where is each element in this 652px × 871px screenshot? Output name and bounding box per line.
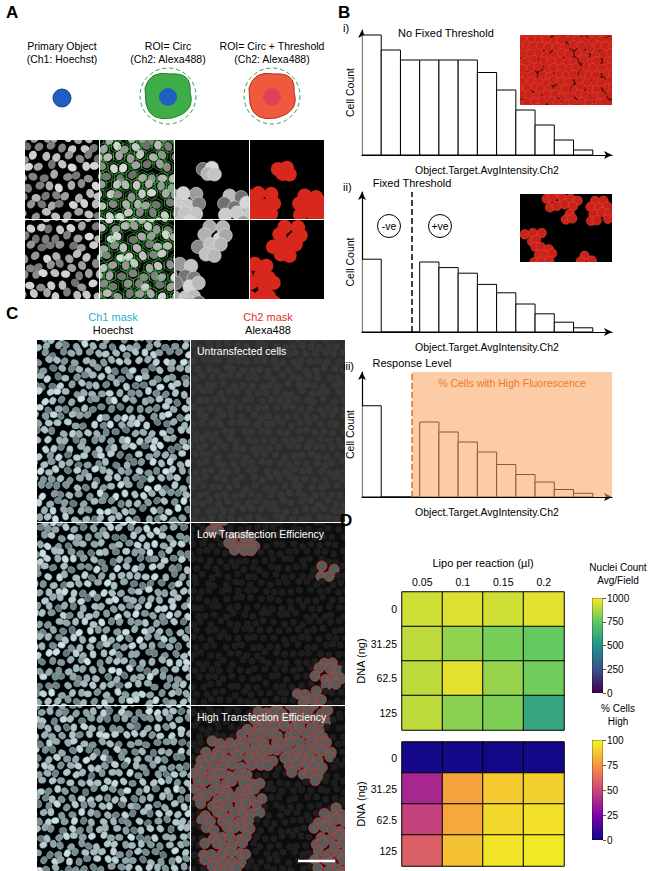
html-text:-ve: -ve xyxy=(381,220,397,232)
html-text:ROI= Circ: ROI= Circ xyxy=(144,40,192,52)
svg-text:75: 75 xyxy=(607,760,619,771)
svg-text:0: 0 xyxy=(391,603,397,615)
html-text:i): i) xyxy=(343,22,350,34)
html-text:Low Transfection Efficiency: Low Transfection Efficiency xyxy=(197,528,324,540)
svg-text:Object.Target.AvgIntensity.Ch2: Object.Target.AvgIntensity.Ch2 xyxy=(415,506,559,518)
svg-text:0.2: 0.2 xyxy=(536,576,551,588)
svg-text:1000: 1000 xyxy=(607,593,630,604)
svg-text:31.25: 31.25 xyxy=(371,783,397,795)
svg-text:100: 100 xyxy=(607,735,624,746)
svg-text:500: 500 xyxy=(607,640,624,651)
html-text:Fixed Threshold: Fixed Threshold xyxy=(372,177,452,189)
html-text:ROI= Circ + Threshold: ROI= Circ + Threshold xyxy=(219,40,325,52)
html-text:% Cells: % Cells xyxy=(601,703,635,714)
svg-text:DNA (ng): DNA (ng) xyxy=(355,638,367,683)
html-text:D: D xyxy=(340,511,353,530)
svg-text:0: 0 xyxy=(607,688,613,699)
svg-text:125: 125 xyxy=(379,845,397,857)
svg-text:0: 0 xyxy=(607,835,613,846)
html-text:iii): iii) xyxy=(343,360,354,372)
svg-text:DNA (ng): DNA (ng) xyxy=(355,781,367,826)
svg-text:50: 50 xyxy=(607,785,619,796)
html-text:Nuclei Count: Nuclei Count xyxy=(589,562,647,573)
html-text:A: A xyxy=(6,3,19,22)
svg-text:0.1: 0.1 xyxy=(455,576,470,588)
html-text:Alexa488: Alexa488 xyxy=(245,324,291,336)
svg-text:Object.Target.AvgIntensity.Ch2: Object.Target.AvgIntensity.Ch2 xyxy=(415,164,559,176)
svg-text:31.25: 31.25 xyxy=(371,638,397,650)
svg-text:Lipo per reaction (µl): Lipo per reaction (µl) xyxy=(432,557,533,569)
svg-text:25: 25 xyxy=(607,810,619,821)
html-text:Ch2 mask: Ch2 mask xyxy=(243,311,293,323)
html-text:No Fixed Threshold: No Fixed Threshold xyxy=(398,27,494,39)
svg-text:Cell Count: Cell Count xyxy=(344,68,356,117)
html-text:Ch1 mask: Ch1 mask xyxy=(88,311,138,323)
html-text:Response Level: Response Level xyxy=(372,357,452,369)
html-text:Primary Object: Primary Object xyxy=(27,40,97,52)
svg-text:0.05: 0.05 xyxy=(412,576,433,588)
svg-text:62.5: 62.5 xyxy=(377,814,398,826)
svg-text:Object.Target.AvgIntensity.Ch2: Object.Target.AvgIntensity.Ch2 xyxy=(415,341,559,353)
svg-text:Cell Count: Cell Count xyxy=(344,410,356,459)
svg-text:750: 750 xyxy=(607,616,624,627)
svg-text:0: 0 xyxy=(391,752,397,764)
html-text:Hoechst: Hoechst xyxy=(92,324,134,336)
html-text:(Ch1: Hoechst): (Ch1: Hoechst) xyxy=(26,53,98,65)
html-text:ii): ii) xyxy=(343,181,352,193)
html-text:Untransfected cells: Untransfected cells xyxy=(197,345,287,357)
html-text:Avg/Field: Avg/Field xyxy=(597,575,639,586)
html-text:(Ch2: Alexa488): (Ch2: Alexa488) xyxy=(130,53,206,65)
html-text:High Transfection Efficiency: High Transfection Efficiency xyxy=(197,711,327,723)
svg-text:125: 125 xyxy=(379,707,397,719)
html-text:High: High xyxy=(607,716,629,727)
svg-text:250: 250 xyxy=(607,664,624,675)
html-text:B: B xyxy=(338,3,351,22)
html-text:+ve: +ve xyxy=(431,220,449,232)
svg-text:62.5: 62.5 xyxy=(377,672,398,684)
html-text:(Ch2: Alexa488): (Ch2: Alexa488) xyxy=(234,53,310,65)
html-text:C: C xyxy=(6,304,19,323)
svg-text:Cell Count: Cell Count xyxy=(344,237,356,286)
html-text:% Cells with High Fluorescence: % Cells with High Fluorescence xyxy=(438,377,586,389)
svg-text:0.15: 0.15 xyxy=(493,576,514,588)
